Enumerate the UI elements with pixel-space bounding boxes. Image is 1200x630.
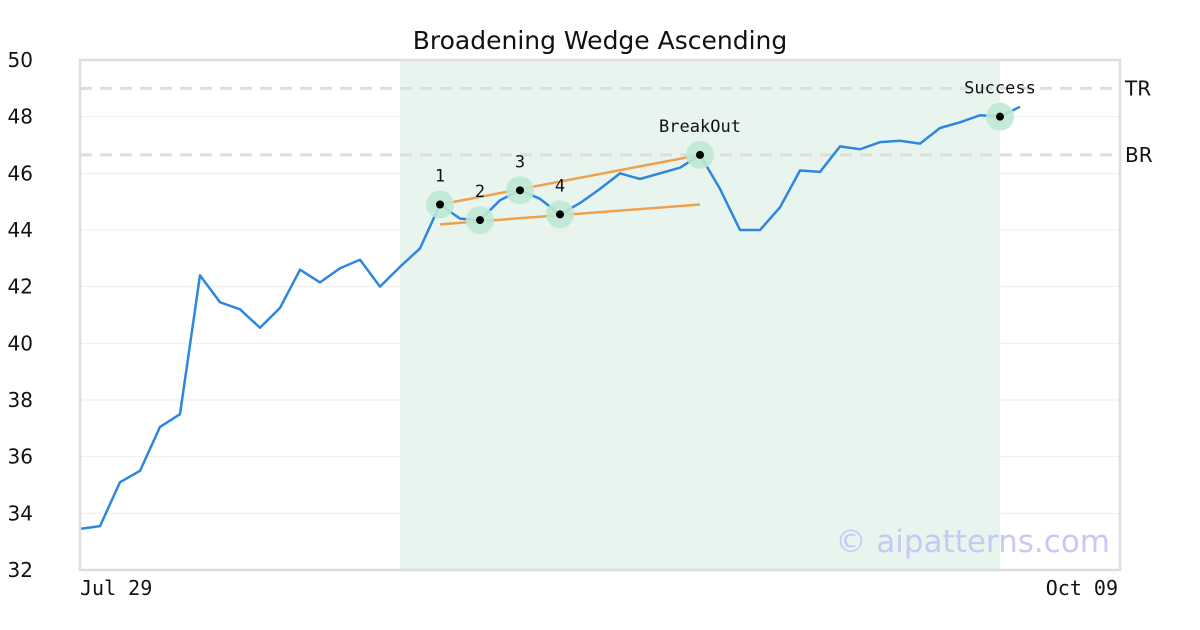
level-label-tr: TR xyxy=(1124,76,1151,100)
chart-background-layer xyxy=(80,60,1120,570)
x-tick-label: Jul 29 xyxy=(80,576,152,600)
y-axis-ticks: 32 34 36 38 40 42 44 46 48 50 xyxy=(8,48,33,582)
marker-dot xyxy=(556,210,564,219)
marker-label: 1 xyxy=(435,167,445,187)
plot-border xyxy=(78,58,1122,572)
y-tick-label: 48 xyxy=(8,105,33,129)
y-tick-label: 50 xyxy=(8,48,33,72)
x-axis-ticks: Jul 29 Oct 09 xyxy=(80,576,1118,600)
level-lines: TR BR xyxy=(80,76,1153,167)
watermark: © aipatterns.com xyxy=(835,524,1110,560)
marker-dot xyxy=(476,216,484,225)
marker-dot xyxy=(436,200,444,209)
marker-label: 3 xyxy=(515,152,525,172)
y-tick-label: 46 xyxy=(8,161,33,185)
y-tick-label: 42 xyxy=(8,275,33,299)
marker-label: Success xyxy=(964,79,1036,99)
trend-line xyxy=(439,153,701,206)
y-tick-label: 34 xyxy=(8,501,33,525)
y-tick-label: 40 xyxy=(8,331,33,355)
y-tick-label: 38 xyxy=(8,388,33,412)
x-tick-label: Oct 09 xyxy=(1046,576,1118,600)
level-label-br: BR xyxy=(1125,143,1153,167)
y-tick-label: 32 xyxy=(8,558,33,582)
y-tick-label: 44 xyxy=(8,218,33,242)
plot-frame xyxy=(78,58,1122,572)
marker-dot xyxy=(996,112,1004,121)
y-tick-label: 36 xyxy=(8,445,33,469)
marker-dot xyxy=(696,150,704,159)
marker-label: 4 xyxy=(555,176,565,196)
pattern-markers: 1 2 3 4 BreakOut Success xyxy=(426,79,1036,235)
marker-label: BreakOut xyxy=(659,117,741,137)
chart-title: Broadening Wedge Ascending xyxy=(413,26,788,55)
marker-dot xyxy=(516,186,524,195)
marker-label: 2 xyxy=(475,182,485,202)
